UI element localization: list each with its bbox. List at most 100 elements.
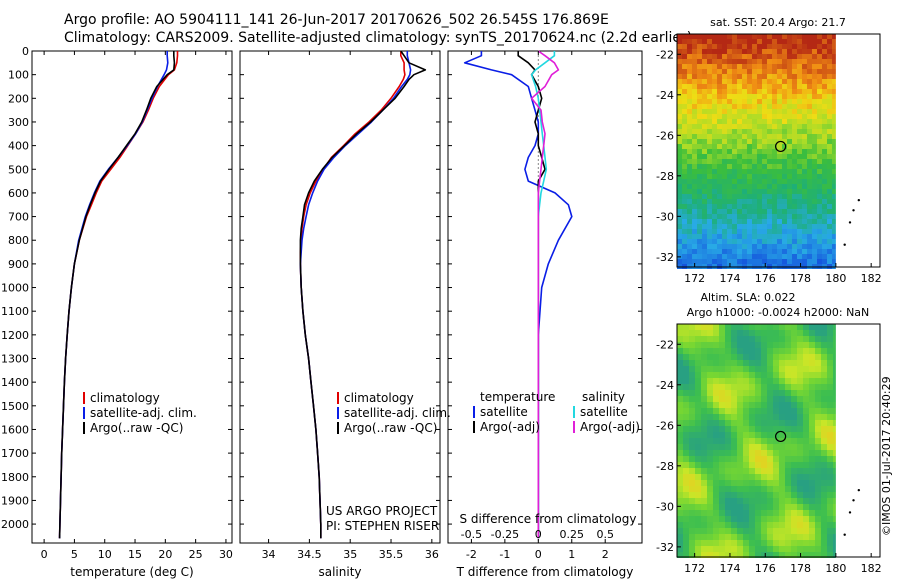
sla-cell <box>767 384 773 390</box>
sst-cell <box>702 99 707 104</box>
sst-cell <box>702 144 707 149</box>
sst-cell <box>762 59 767 64</box>
sst-cell <box>827 134 832 139</box>
sla-cell <box>695 330 701 336</box>
sst-cell <box>757 224 762 229</box>
sst-cell <box>802 229 807 234</box>
sst-cell <box>757 129 762 134</box>
sst-cell <box>782 159 787 164</box>
sst-cell <box>752 119 757 124</box>
sst-cell <box>807 149 812 154</box>
sst-cell <box>722 219 727 224</box>
argo-position-marker <box>775 430 787 443</box>
sst-cell <box>677 249 682 254</box>
sla-cell <box>803 384 809 390</box>
sla-cell <box>797 510 803 516</box>
sst-cell <box>742 259 747 264</box>
sst-cell <box>782 39 787 44</box>
sla-cell <box>683 462 689 468</box>
sst-cell <box>742 234 747 239</box>
sst-cell <box>712 74 717 79</box>
sst-cell <box>682 229 687 234</box>
sst-cell <box>762 179 767 184</box>
sla-cell <box>809 330 815 336</box>
sst-cell <box>782 99 787 104</box>
sst-cell <box>677 124 682 129</box>
sst-cell <box>832 234 836 239</box>
sla-cell <box>725 552 731 558</box>
sst-cell <box>712 229 717 234</box>
sst-cell <box>777 159 782 164</box>
sst-cell <box>797 139 802 144</box>
sst-cell <box>732 199 737 204</box>
sla-cell <box>797 402 803 408</box>
sst-cell <box>792 214 797 219</box>
sla-cell <box>773 330 779 336</box>
sla-cell <box>827 330 833 336</box>
temperature-legend-item: Argo(..raw -QC) <box>90 421 183 435</box>
sst-cell <box>752 239 757 244</box>
sst-cell <box>772 234 777 239</box>
sst-cell <box>687 89 692 94</box>
sla-cell <box>821 450 827 456</box>
sst-cell <box>807 214 812 219</box>
sst-cell <box>747 79 752 84</box>
sst-cell <box>787 254 792 259</box>
sst-cell <box>762 109 767 114</box>
y-tick-label: 400 <box>8 140 29 153</box>
sst-cell <box>807 49 812 54</box>
sla-cell <box>797 516 803 522</box>
sst-cell <box>812 174 817 179</box>
sst-cell <box>762 199 767 204</box>
sst-cell <box>792 164 797 169</box>
sla-cell <box>815 354 821 360</box>
sla-cell <box>689 480 695 486</box>
sla-cell <box>779 366 785 372</box>
sla-cell <box>785 510 791 516</box>
sla-cell <box>791 534 797 540</box>
sst-cell <box>772 249 777 254</box>
sla-cell <box>809 342 815 348</box>
sla-cell <box>773 522 779 528</box>
sst-cell <box>692 164 697 169</box>
sla-cell <box>677 360 683 366</box>
sst-cell <box>762 139 767 144</box>
sst-cell <box>817 174 822 179</box>
sst-cell <box>832 204 836 209</box>
sla-cell <box>737 468 743 474</box>
sst-cell <box>692 114 697 119</box>
sst-cell <box>737 139 742 144</box>
sst-cell <box>827 229 832 234</box>
difference-legend-item: Argo(-adj) <box>480 420 540 434</box>
sla-cell <box>737 336 743 342</box>
sla-cell <box>773 504 779 510</box>
sst-cell <box>727 249 732 254</box>
sst-cell <box>797 154 802 159</box>
sla-cell <box>677 366 683 372</box>
sst-cell <box>732 234 737 239</box>
sla-cell <box>809 420 815 426</box>
sla-cell <box>791 516 797 522</box>
sst-cell <box>772 139 777 144</box>
sst-cell <box>697 69 702 74</box>
sla-cell <box>689 486 695 492</box>
sst-cell <box>762 44 767 49</box>
sla-cell <box>713 504 719 510</box>
salinity-tick-label: 34 <box>262 548 276 561</box>
sst-cell <box>832 154 836 159</box>
sst-cell <box>777 79 782 84</box>
sla-cell <box>707 474 713 480</box>
sst-cell <box>812 149 817 154</box>
sla-cell <box>773 510 779 516</box>
sla-cell <box>689 510 695 516</box>
sla-cell <box>713 336 719 342</box>
sst-cell <box>822 174 827 179</box>
sst-cell <box>817 244 822 249</box>
sst-cell <box>772 179 777 184</box>
sst-cell <box>812 159 817 164</box>
sla-cell <box>773 414 779 420</box>
sst-cell <box>772 239 777 244</box>
sst-cell <box>677 184 682 189</box>
sst-cell <box>757 254 762 259</box>
sst-cell <box>792 259 797 264</box>
